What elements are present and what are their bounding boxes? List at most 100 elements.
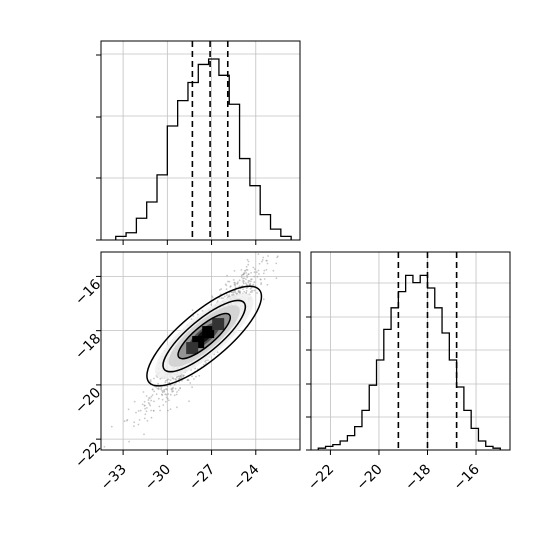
scatter-point — [164, 381, 167, 384]
scatter-point — [171, 389, 173, 391]
scatter-point — [237, 281, 239, 283]
scatter-point — [245, 283, 248, 286]
x-tick-label-joint: −24 — [230, 461, 262, 493]
scatter-point — [153, 377, 155, 380]
scatter-point — [232, 279, 235, 281]
scatter-point — [253, 289, 256, 292]
scatter-point — [249, 291, 252, 293]
scatter-point — [174, 387, 177, 390]
scatter-point — [243, 273, 245, 276]
scatter-point — [245, 268, 248, 271]
scatter-point — [177, 389, 180, 391]
scatter-point — [249, 280, 252, 283]
scatter-point — [194, 367, 197, 370]
scatter-point — [243, 291, 246, 293]
scatter-point — [234, 290, 237, 292]
scatter-point — [153, 400, 155, 403]
scatter-point — [150, 416, 153, 419]
scatter-point — [150, 395, 153, 398]
scatter-point — [253, 271, 256, 274]
scatter-point — [175, 378, 177, 381]
scatter-point — [226, 274, 229, 277]
scatter-point — [143, 417, 146, 420]
scatter-point — [160, 388, 162, 391]
scatter-point — [245, 265, 248, 268]
scatter-point — [143, 400, 146, 403]
x-tick-label-hist-y: −16 — [451, 461, 483, 493]
scatter-point — [190, 318, 193, 320]
scatter-point — [231, 291, 234, 294]
scatter-point — [256, 275, 259, 278]
scatter-point — [257, 269, 260, 272]
scatter-point — [133, 400, 136, 403]
scatter-point — [233, 283, 236, 286]
scatter-point — [188, 400, 190, 403]
scatter-point — [257, 253, 260, 256]
scatter-point — [195, 375, 197, 378]
scatter-point — [262, 272, 265, 275]
scatter-point — [259, 278, 262, 281]
scatter-point — [175, 393, 178, 396]
x-tick-label-hist-y: −18 — [402, 462, 434, 494]
scatter-point — [225, 284, 228, 287]
scatter-point — [151, 394, 154, 396]
contour-line-2 — [177, 312, 232, 360]
scatter-point — [144, 407, 147, 410]
scatter-point — [141, 403, 144, 406]
scatter-point — [110, 425, 113, 428]
scatter-point — [231, 294, 233, 296]
scatter-point — [263, 278, 266, 280]
scatter-point — [133, 425, 135, 427]
scatter-point — [161, 391, 164, 394]
scatter-point — [177, 375, 180, 378]
scatter-point — [216, 351, 219, 353]
marginal-histogram-y-panel — [306, 251, 511, 455]
scatter-point — [148, 397, 150, 399]
scatter-point — [149, 379, 152, 381]
scatter-point — [153, 390, 156, 393]
scatter-point — [260, 282, 263, 284]
scatter-point — [228, 280, 231, 283]
scatter-point — [253, 275, 256, 278]
scatter-point — [135, 411, 137, 414]
scatter-point — [265, 268, 268, 271]
scatter-point — [249, 284, 252, 286]
scatter-point — [126, 419, 128, 422]
scatter-point — [246, 274, 248, 277]
density-cell-3 — [186, 342, 199, 355]
scatter-point — [186, 379, 189, 382]
scatter-point — [223, 295, 226, 298]
x-tick-label-joint: −27 — [186, 462, 218, 494]
scatter-point — [157, 397, 160, 400]
scatter-point — [150, 409, 153, 412]
scatter-point — [166, 397, 169, 400]
scatter-point — [220, 288, 223, 290]
scatter-point — [127, 408, 130, 411]
scatter-point — [152, 409, 155, 412]
scatter-point — [103, 445, 106, 448]
scatter-point — [245, 272, 248, 274]
scatter-point — [145, 395, 148, 397]
marginal-histogram-x-panel — [96, 40, 301, 245]
scatter-point — [228, 294, 231, 297]
scatter-point — [169, 393, 172, 396]
scatter-point — [169, 384, 172, 387]
scatter-point — [242, 282, 245, 285]
contour-line-0 — [146, 285, 263, 387]
scatter-point — [252, 283, 255, 286]
scatter-point — [191, 386, 194, 389]
scatter-point — [247, 280, 250, 282]
scatter-point — [155, 393, 158, 396]
scatter-point — [245, 290, 248, 292]
scatter-point — [203, 363, 205, 366]
scatter-point — [256, 292, 258, 294]
scatter-point — [167, 393, 170, 395]
scatter-point — [156, 387, 159, 390]
scatter-point — [262, 256, 265, 259]
scatter-point — [193, 378, 195, 380]
scatter-point — [232, 293, 235, 295]
y-tick-label-joint: −22 — [72, 439, 104, 471]
scatter-point — [166, 385, 169, 388]
scatter-point — [246, 259, 249, 261]
scatter-point — [150, 399, 153, 402]
